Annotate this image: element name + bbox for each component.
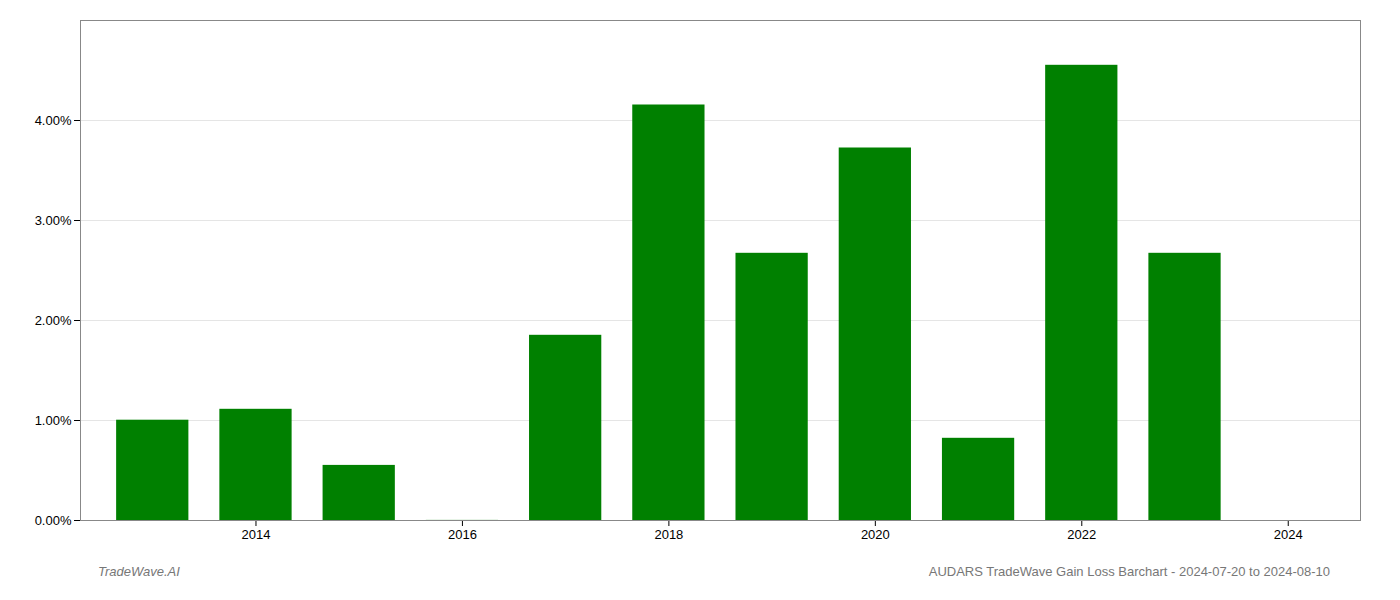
svg-text:3.00%: 3.00% bbox=[35, 213, 72, 228]
html-text:TradeWave.AI: TradeWave.AI bbox=[98, 564, 180, 579]
html-text:AUDARS TradeWave Gain Loss Bar: AUDARS TradeWave Gain Loss Barchart - 20… bbox=[928, 564, 1330, 579]
svg-text:2024: 2024 bbox=[1274, 527, 1303, 542]
svg-text:2016: 2016 bbox=[448, 527, 477, 542]
svg-text:0.00%: 0.00% bbox=[35, 513, 72, 528]
svg-text:2020: 2020 bbox=[861, 527, 890, 542]
svg-text:2018: 2018 bbox=[654, 527, 683, 542]
svg-text:2.00%: 2.00% bbox=[35, 313, 72, 328]
svg-text:2014: 2014 bbox=[242, 527, 271, 542]
svg-text:1.00%: 1.00% bbox=[35, 413, 72, 428]
svg-text:4.00%: 4.00% bbox=[35, 113, 72, 128]
svg-text:2022: 2022 bbox=[1067, 527, 1096, 542]
